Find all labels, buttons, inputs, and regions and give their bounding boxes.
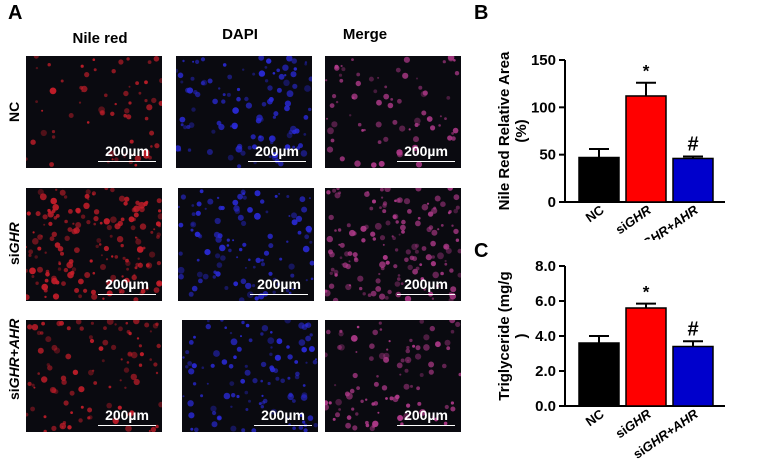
scale-bar-line bbox=[397, 161, 455, 162]
chart-b-y-tick-label: 50 bbox=[539, 147, 556, 164]
chart-b-y-axis-label: Nile Red Relative Area bbox=[496, 51, 513, 210]
chart-b-bar-2 bbox=[625, 95, 667, 203]
scale-bar: 200µm bbox=[397, 407, 455, 426]
scale-bar: 200µm bbox=[98, 276, 156, 295]
chart-b-bar-1 bbox=[578, 156, 620, 203]
chart-c-y-tick-label: 0.0 bbox=[535, 398, 556, 415]
micrograph-cells bbox=[26, 56, 162, 167]
micrograph-nile-red-row1: 200µm bbox=[26, 56, 162, 168]
scale-bar-line bbox=[98, 425, 156, 426]
scale-bar-line bbox=[250, 294, 308, 295]
chart-c-significance-mark: # bbox=[687, 318, 698, 340]
micrograph-merge-row2: 200µm bbox=[325, 188, 461, 301]
scale-bar: 200µm bbox=[248, 143, 306, 162]
scale-bar: 200µm bbox=[250, 276, 308, 295]
micrograph-cells bbox=[178, 189, 314, 301]
chart-c-y-tick-label: 6.0 bbox=[535, 293, 556, 310]
chart-c-bar-1 bbox=[578, 342, 620, 407]
micrograph-dapi-row3: 200µm bbox=[182, 320, 318, 432]
row-label-sighr-ahr: siGHR+AHR bbox=[6, 318, 22, 400]
scale-bar: 200µm bbox=[98, 143, 156, 162]
micrograph-cells bbox=[325, 188, 461, 301]
chart-b-y-axis-label: (%) bbox=[513, 119, 530, 142]
chart-c-y-tick-label: 2.0 bbox=[535, 363, 556, 380]
row-label-nc: NC bbox=[6, 101, 22, 122]
micrograph-nile-red-row2: 200µm bbox=[26, 188, 162, 301]
column-label-dapi: DAPI bbox=[222, 26, 258, 43]
chart-c-significance-mark: * bbox=[643, 283, 650, 302]
micrograph-cells bbox=[176, 56, 312, 168]
scale-bar-line bbox=[98, 294, 156, 295]
scale-bar-line bbox=[248, 161, 306, 162]
chart-b-x-tick-label: NC bbox=[583, 202, 607, 225]
chart-c-y-axis-label: Triglyceride (mg/g bbox=[496, 271, 513, 400]
scale-bar-label: 200µm bbox=[257, 276, 301, 292]
scale-bar: 200µm bbox=[98, 407, 156, 426]
scale-bar: 200µm bbox=[397, 276, 455, 295]
chart-b-y-tick-label: 150 bbox=[531, 52, 556, 69]
micrograph-merge-row1: 200µm bbox=[325, 56, 461, 168]
chart-b-y-tick-label: 0 bbox=[548, 194, 556, 211]
micrograph-dapi-row2: 200µm bbox=[178, 188, 314, 301]
scale-bar-label: 200µm bbox=[404, 143, 448, 159]
chart-c-x-tick-label: NC bbox=[583, 406, 607, 429]
chart-c-bar-2 bbox=[625, 307, 667, 407]
panel-a-letter: A bbox=[8, 2, 23, 24]
chart-c-y-tick-label: 8.0 bbox=[535, 258, 556, 275]
scale-bar-line bbox=[397, 425, 455, 426]
scale-bar-line bbox=[397, 294, 455, 295]
micrograph-dapi-row1: 200µm bbox=[176, 56, 312, 168]
chart-b-y-tick-label: 100 bbox=[531, 99, 556, 116]
scale-bar-label: 200µm bbox=[261, 407, 305, 423]
row-label-sighr: siGHR bbox=[6, 222, 22, 265]
micrograph-cells bbox=[325, 56, 460, 168]
micrograph-cells bbox=[26, 188, 162, 301]
scale-bar-label: 200µm bbox=[105, 276, 149, 292]
scale-bar: 200µm bbox=[397, 143, 455, 162]
chart-b-significance-mark: # bbox=[687, 134, 698, 156]
scale-bar-line bbox=[254, 425, 312, 426]
chart-c-bar-3 bbox=[672, 345, 714, 407]
column-label-nile-red: Nile red bbox=[72, 30, 128, 47]
chart-c-y-tick-label: 4.0 bbox=[535, 328, 556, 345]
scale-bar-label: 200µm bbox=[255, 143, 299, 159]
chart-c-y-axis-label: ) bbox=[513, 334, 530, 339]
panel-b-letter: B bbox=[474, 2, 489, 24]
scale-bar-label: 200µm bbox=[105, 407, 149, 423]
micrograph-merge-row3: 200µm bbox=[325, 320, 461, 432]
scale-bar: 200µm bbox=[254, 407, 312, 426]
panel-c-letter: C bbox=[474, 240, 489, 262]
scale-bar-line bbox=[98, 161, 156, 162]
micrograph-cells bbox=[325, 320, 461, 432]
chart-b-significance-mark: * bbox=[643, 62, 650, 81]
micrograph-cells bbox=[182, 320, 318, 432]
chart-b-bar-3 bbox=[672, 157, 714, 203]
column-label-merge: Merge bbox=[342, 26, 388, 43]
scale-bar-label: 200µm bbox=[404, 407, 448, 423]
scale-bar-label: 200µm bbox=[404, 276, 448, 292]
micrograph-cells bbox=[26, 320, 162, 432]
micrograph-nile-red-row3: 200µm bbox=[26, 320, 162, 432]
scale-bar-label: 200µm bbox=[105, 143, 149, 159]
